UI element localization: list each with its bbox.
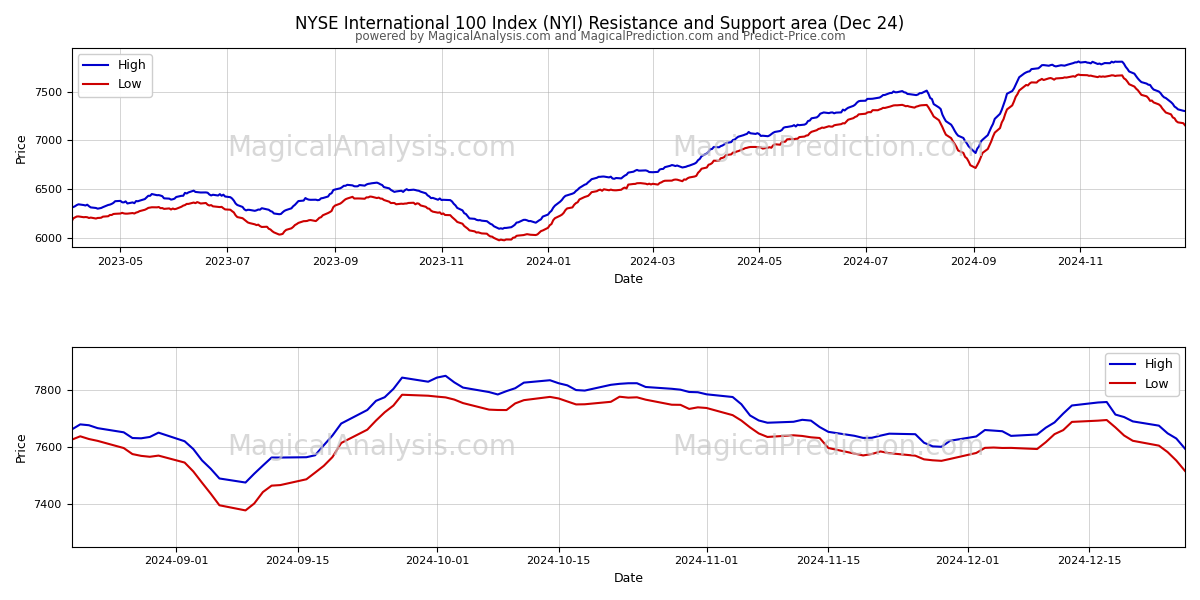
Text: NYSE International 100 Index (NYI) Resistance and Support area (Dec 24): NYSE International 100 Index (NYI) Resis… — [295, 15, 905, 33]
Text: powered by MagicalAnalysis.com and MagicalPrediction.com and Predict-Price.com: powered by MagicalAnalysis.com and Magic… — [355, 30, 845, 43]
Legend: High, Low: High, Low — [1105, 353, 1178, 396]
Text: MagicalPrediction.com: MagicalPrediction.com — [672, 134, 985, 162]
Y-axis label: Price: Price — [16, 431, 28, 462]
X-axis label: Date: Date — [613, 572, 643, 585]
Line: High: High — [72, 61, 1186, 229]
Line: High: High — [72, 376, 1186, 482]
Legend: High, Low: High, Low — [78, 54, 151, 97]
Text: MagicalAnalysis.com: MagicalAnalysis.com — [228, 433, 517, 461]
Y-axis label: Price: Price — [16, 133, 28, 163]
X-axis label: Date: Date — [613, 273, 643, 286]
Text: MagicalAnalysis.com: MagicalAnalysis.com — [228, 134, 517, 162]
Line: Low: Low — [72, 395, 1186, 511]
Line: Low: Low — [72, 74, 1186, 241]
Text: MagicalPrediction.com: MagicalPrediction.com — [672, 433, 985, 461]
